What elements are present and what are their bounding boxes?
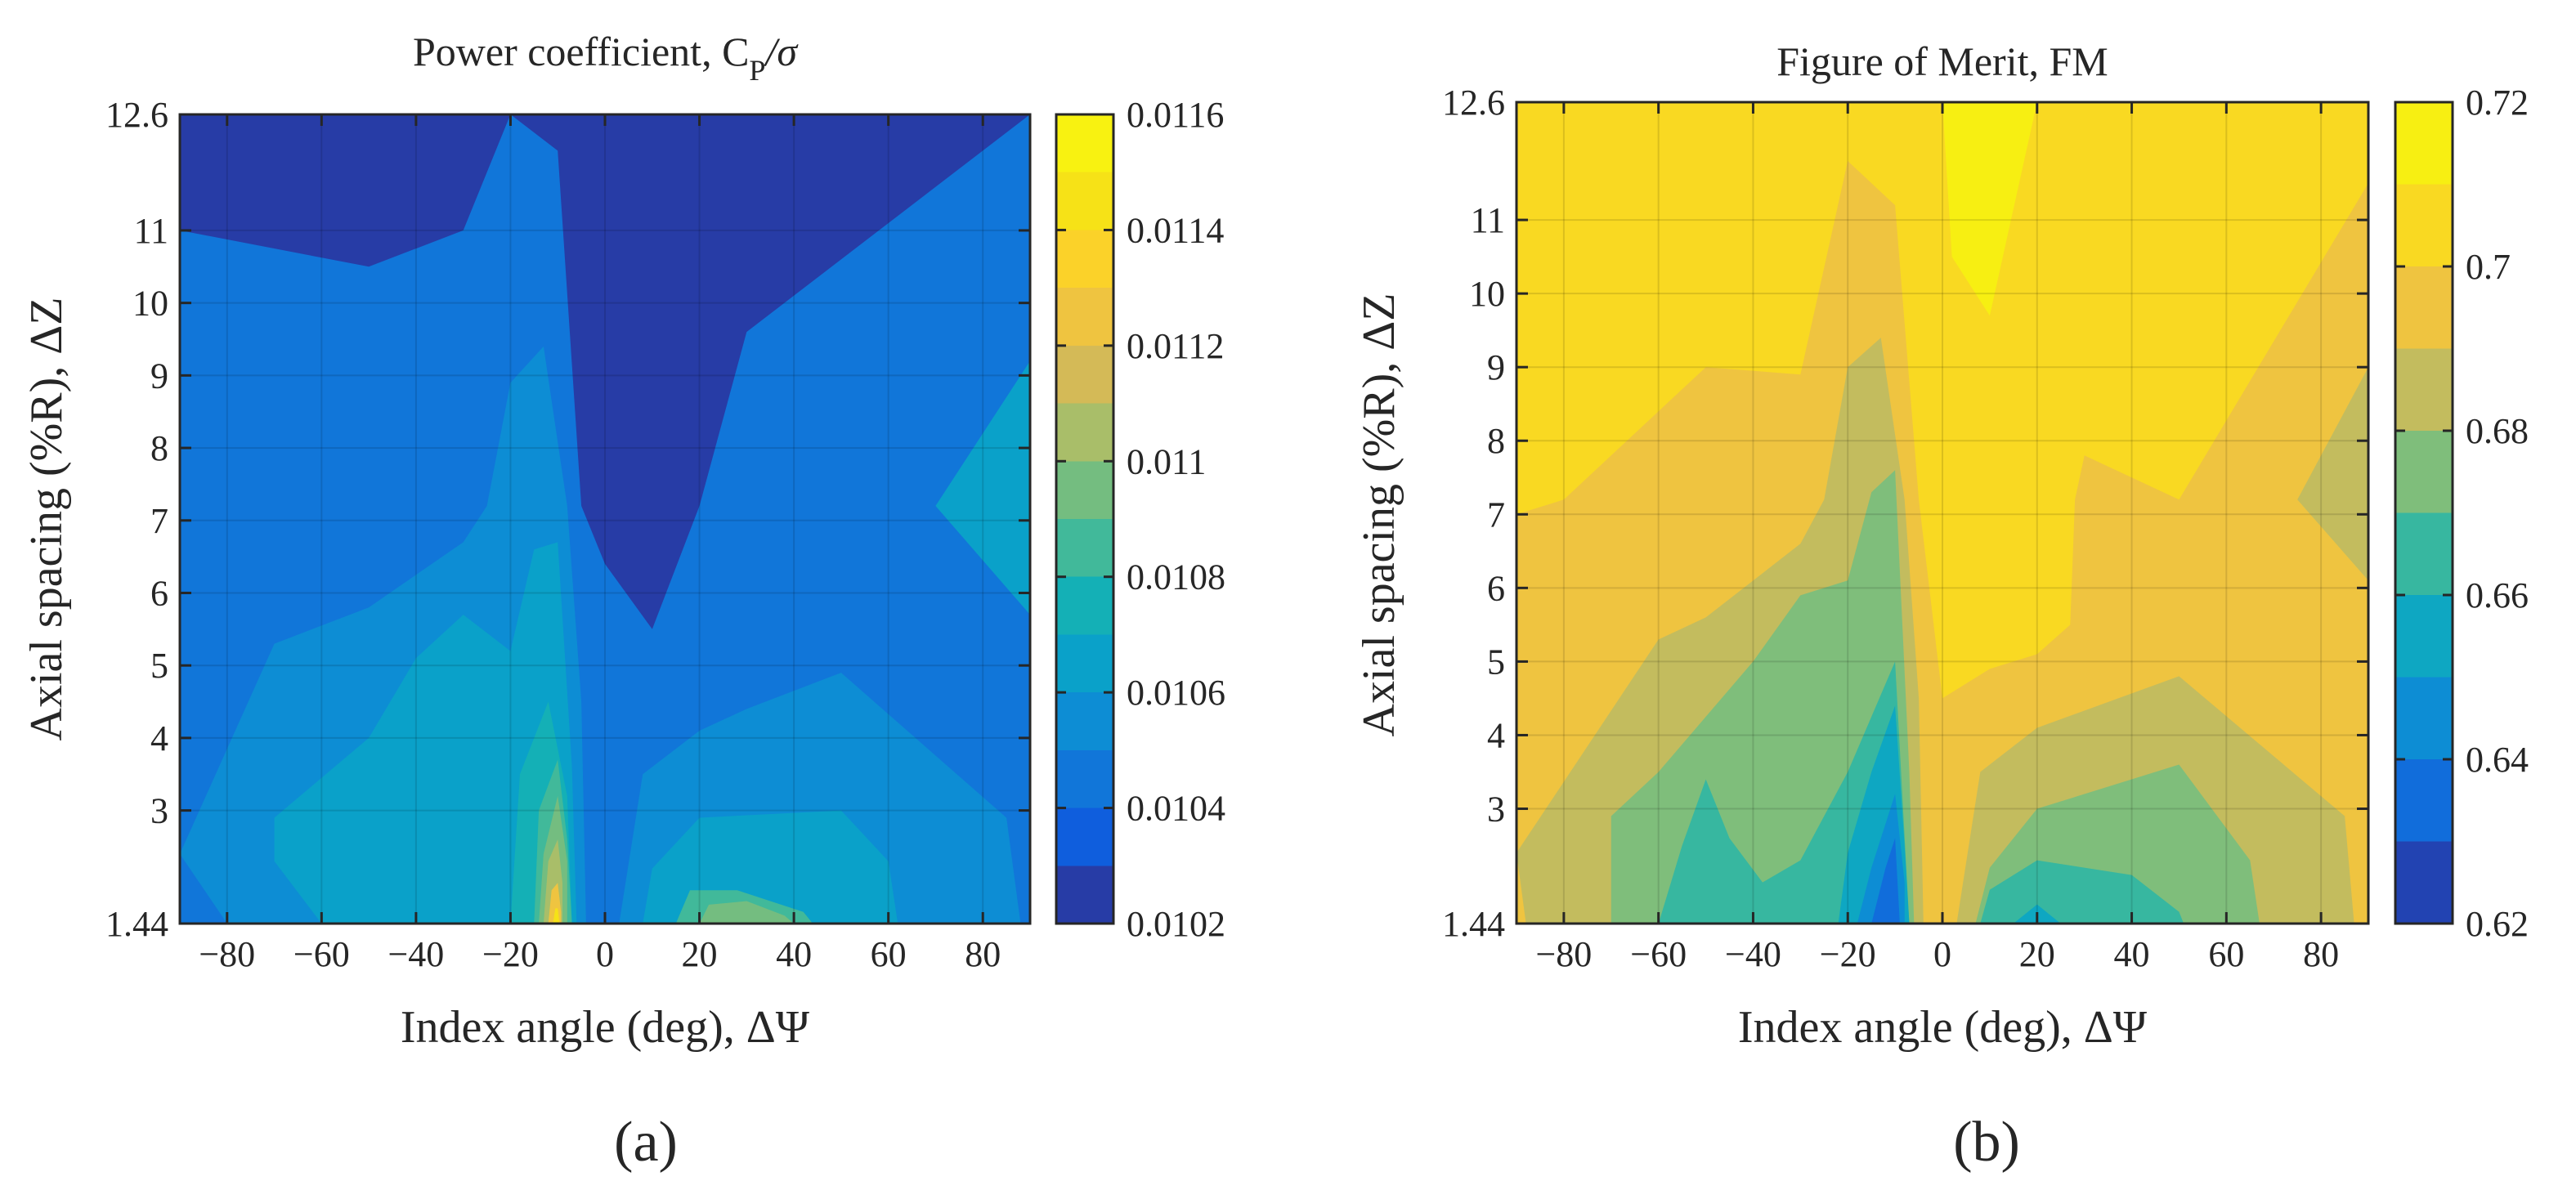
- x-tick-label-b-2: −40: [1725, 934, 1781, 974]
- x-tick-label-a-0: −80: [199, 934, 255, 974]
- colorbar-tick-label-a-5: 0.0112: [1127, 326, 1224, 366]
- colorbar-tick-label-b-1: 0.64: [2466, 740, 2529, 780]
- y-tick-label-a-3: 5: [150, 646, 168, 686]
- colorbar-tick-label-b-5: 0.72: [2466, 83, 2529, 123]
- contour-region-b-3: [2297, 367, 2368, 581]
- colorbar-tick-label-a-0: 0.0102: [1127, 904, 1225, 944]
- panel-b: Figure of Merit, FM −80 −60 −40 −20 0 20 40 60 8…: [1354, 38, 2529, 1174]
- x-tick-label-a-4: 0: [596, 934, 614, 974]
- chart-title-b: Figure of Merit, FM: [1776, 38, 2108, 84]
- contour-region-a-6: [274, 542, 577, 924]
- y-tick-label-b-2: 4: [1487, 715, 1505, 755]
- colorbar-tick-label-a-6: 0.0114: [1127, 210, 1224, 250]
- x-tick-label-a-8: 80: [965, 934, 1001, 974]
- colorbar-tick-label-a-1: 0.0104: [1127, 789, 1225, 829]
- y-tick-label-b-3: 5: [1487, 642, 1505, 682]
- colorbar-tick-label-b-2: 0.66: [2466, 575, 2529, 615]
- y-tick-label-a-9: 11: [134, 211, 168, 251]
- x-tick-label-b-0: −80: [1535, 934, 1592, 974]
- y-ticks-b: 1.44 3 4 5 6 7 8 9 10 11 12.6: [1442, 83, 2368, 944]
- panel-label-b: (b): [1953, 1111, 2020, 1174]
- x-axis-label-a: Index angle (deg), ΔΨ: [401, 1002, 810, 1053]
- y-tick-label-a-8: 10: [132, 284, 168, 324]
- x-ticks-b: −80 −60 −40 −20 0 20 40 60 80: [1535, 102, 2339, 974]
- contour-region-a-13: [699, 901, 795, 924]
- contour-region-b-1: [1942, 102, 2037, 316]
- colorbar-tick-label-b-0: 0.62: [2466, 904, 2529, 944]
- y-tick-label-a-10: 12.6: [105, 95, 168, 135]
- y-tick-label-b-1: 3: [1487, 790, 1505, 830]
- y-axis-label-b: Axial spacing (%R), ΔZ: [1354, 293, 1404, 737]
- colorbar-a: [1055, 113, 1115, 925]
- x-tick-label-a-1: −60: [293, 934, 350, 974]
- x-tick-label-b-6: 40: [2114, 934, 2150, 974]
- x-tick-label-b-5: 20: [2019, 934, 2055, 974]
- y-axis-label-a: Axial spacing (%R), ΔZ: [21, 298, 72, 741]
- y-tick-label-a-5: 7: [150, 501, 168, 541]
- contour-area-b: [1516, 102, 2368, 924]
- chart-title-a: Power coefficient, CP/σ: [413, 29, 799, 87]
- contour-region-a-3: [935, 360, 1030, 615]
- y-tick-label-b-0: 1.44: [1442, 904, 1505, 944]
- y-tick-label-b-5: 7: [1487, 494, 1505, 535]
- x-tick-label-b-3: −20: [1820, 934, 1876, 974]
- colorbar-tick-label-a-2: 0.0106: [1127, 673, 1225, 713]
- contour-region-a-15: [553, 908, 560, 924]
- y-tick-label-b-8: 10: [1469, 274, 1505, 314]
- y-tick-label-a-1: 3: [150, 791, 168, 831]
- y-tick-label-b-6: 8: [1487, 421, 1505, 461]
- colorbar-tick-label-a-7: 0.0116: [1127, 95, 1224, 135]
- panel-label-a: (a): [614, 1111, 678, 1174]
- x-axis-label-b: Index angle (deg), ΔΨ: [1738, 1002, 2148, 1053]
- contour-region-b-8: [1658, 661, 1910, 924]
- x-tick-label-a-7: 60: [871, 934, 907, 974]
- y-tick-label-a-7: 9: [150, 356, 168, 396]
- x-tick-label-b-4: 0: [1933, 934, 1951, 974]
- x-tick-label-b-8: 80: [2303, 934, 2339, 974]
- y-tick-label-a-4: 6: [150, 573, 168, 613]
- x-tick-label-a-3: −20: [482, 934, 539, 974]
- contour-region-b-12: [1871, 838, 1900, 924]
- contour-region-a-2: [510, 114, 1030, 629]
- y-ticks-a: 1.44 3 4 5 6 7 8 9 10 11 12.6: [105, 95, 1030, 944]
- colorbar-tick-label-b-4: 0.7: [2466, 247, 2511, 287]
- y-tick-label-b-7: 9: [1487, 347, 1505, 387]
- colorbar-b: [2394, 101, 2454, 925]
- colorbar-ticks-a: 0.0102 0.0104 0.0106 0.0108 0.011 0.0112 0.011…: [1056, 95, 1225, 944]
- colorbar-tick-label-a-3: 0.0108: [1127, 557, 1225, 597]
- x-tick-label-a-2: −40: [388, 934, 444, 974]
- panel-a: Power coefficient, CP/σ −80 −60 −40 −20 0 20 4…: [21, 29, 1225, 1174]
- x-tick-label-a-6: 40: [776, 934, 812, 974]
- colorbar-ticks-b: 0.62 0.64 0.66 0.68 0.7 0.72: [2395, 83, 2529, 944]
- contour-region-a-1: [180, 114, 511, 267]
- x-ticks-a: −80 −60 −40 −20 0 20 40 60 80: [199, 114, 1001, 974]
- y-tick-label-b-4: 6: [1487, 568, 1505, 608]
- y-tick-label-a-2: 4: [150, 718, 168, 758]
- x-tick-label-b-1: −60: [1630, 934, 1687, 974]
- y-tick-label-b-9: 11: [1471, 200, 1505, 240]
- colorbar-tick-label-a-4: 0.011: [1127, 441, 1206, 481]
- colorbar-tick-label-b-3: 0.68: [2466, 411, 2529, 451]
- contour-area-a: [180, 114, 1030, 924]
- y-tick-label-a-6: 8: [150, 428, 168, 468]
- x-tick-label-b-7: 60: [2208, 934, 2244, 974]
- contour-region-b-9: [1980, 860, 2184, 924]
- y-tick-label-b-10: 12.6: [1442, 83, 1505, 123]
- x-tick-label-a-5: 20: [682, 934, 718, 974]
- y-tick-label-a-0: 1.44: [105, 904, 168, 944]
